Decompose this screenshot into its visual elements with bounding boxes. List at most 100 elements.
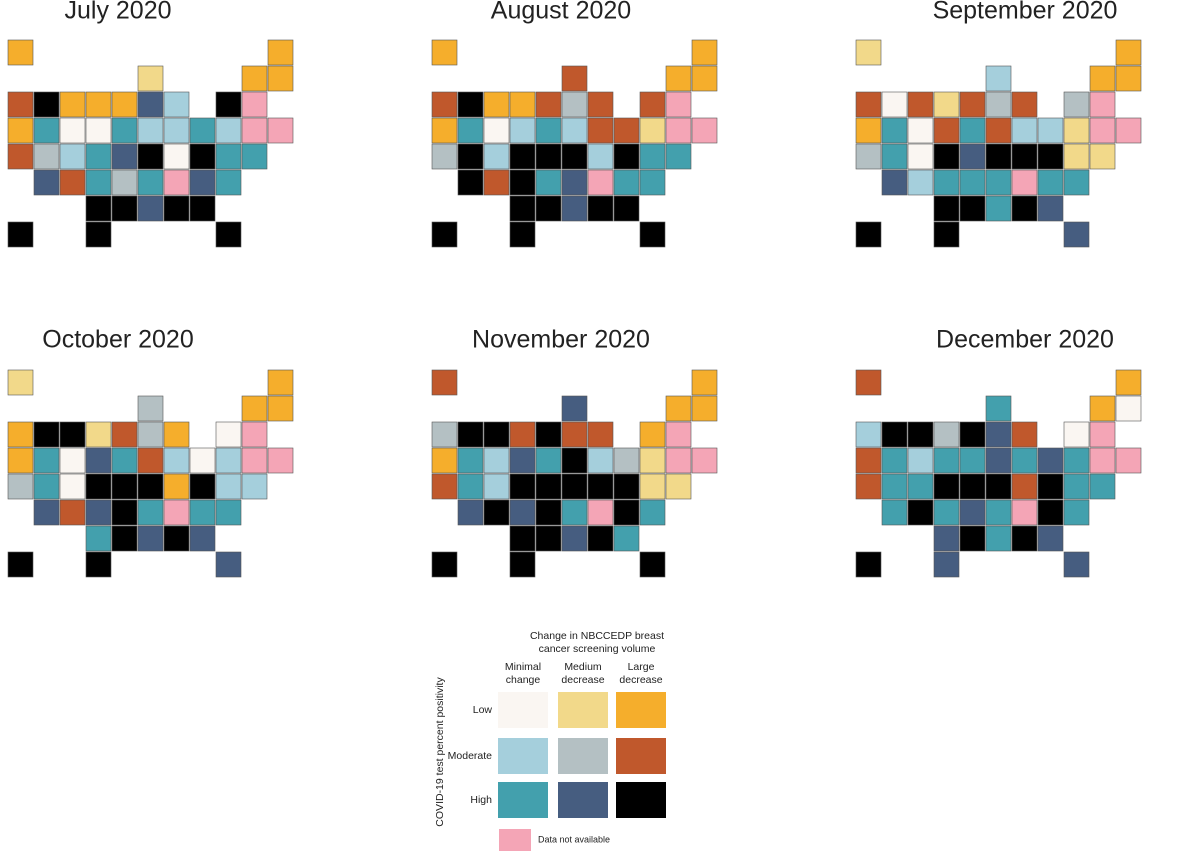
state	[665, 65, 692, 92]
state	[457, 421, 484, 448]
state	[111, 169, 138, 196]
state	[457, 169, 484, 196]
state	[1063, 447, 1090, 474]
state	[1037, 169, 1064, 196]
state	[985, 117, 1012, 144]
state	[1115, 395, 1142, 422]
map-title: August 2020	[491, 0, 631, 25]
state	[985, 143, 1012, 170]
state	[587, 91, 614, 118]
state	[561, 473, 588, 500]
state	[959, 421, 986, 448]
state	[959, 473, 986, 500]
state	[189, 499, 216, 526]
state	[241, 143, 268, 170]
state	[881, 169, 908, 196]
state	[933, 143, 960, 170]
state	[907, 117, 934, 144]
state	[85, 551, 112, 578]
state	[665, 143, 692, 170]
state	[509, 499, 536, 526]
state	[639, 499, 666, 526]
state	[85, 143, 112, 170]
state	[137, 91, 164, 118]
state	[985, 421, 1012, 448]
state	[137, 395, 164, 422]
state	[587, 117, 614, 144]
legend-row: Low	[473, 704, 493, 716]
state	[665, 395, 692, 422]
state	[1037, 195, 1064, 222]
state	[1037, 447, 1064, 474]
state	[639, 117, 666, 144]
state	[483, 499, 510, 526]
legend-column: change	[506, 674, 541, 686]
state	[959, 169, 986, 196]
state	[241, 421, 268, 448]
state	[855, 117, 882, 144]
state	[137, 499, 164, 526]
state	[985, 525, 1012, 552]
state	[111, 91, 138, 118]
state	[215, 169, 242, 196]
state	[509, 169, 536, 196]
state	[267, 447, 294, 474]
state	[535, 91, 562, 118]
state	[7, 91, 34, 118]
state	[639, 551, 666, 578]
state	[639, 91, 666, 118]
state	[665, 421, 692, 448]
state	[933, 525, 960, 552]
state	[111, 195, 138, 222]
state	[457, 447, 484, 474]
state	[1011, 473, 1038, 500]
state	[1037, 143, 1064, 170]
state	[85, 195, 112, 222]
state	[855, 39, 882, 66]
state	[613, 447, 640, 474]
state	[215, 91, 242, 118]
state	[215, 421, 242, 448]
state	[85, 499, 112, 526]
state	[1089, 395, 1116, 422]
state	[933, 421, 960, 448]
state	[1063, 91, 1090, 118]
legend-title: cancer screening volume	[539, 643, 656, 655]
state	[85, 473, 112, 500]
state	[855, 447, 882, 474]
state	[561, 65, 588, 92]
state	[639, 169, 666, 196]
state	[241, 473, 268, 500]
state	[881, 117, 908, 144]
map-title: September 2020	[933, 0, 1118, 25]
state	[59, 117, 86, 144]
state	[33, 499, 60, 526]
state	[959, 447, 986, 474]
state	[561, 395, 588, 422]
state	[111, 525, 138, 552]
state	[189, 447, 216, 474]
state	[509, 117, 536, 144]
state	[907, 91, 934, 118]
state	[1063, 421, 1090, 448]
state	[855, 143, 882, 170]
state	[561, 421, 588, 448]
state	[241, 395, 268, 422]
state	[111, 117, 138, 144]
legend-cell	[616, 738, 666, 774]
state	[7, 421, 34, 448]
state	[855, 369, 882, 396]
state	[509, 473, 536, 500]
state	[59, 447, 86, 474]
legend-row: Moderate	[448, 750, 493, 762]
state	[855, 551, 882, 578]
state	[483, 421, 510, 448]
state	[137, 169, 164, 196]
state	[855, 421, 882, 448]
state	[457, 117, 484, 144]
legend-column: Medium	[564, 661, 602, 673]
legend-na-label: Data not available	[538, 834, 610, 844]
state	[1063, 169, 1090, 196]
state	[33, 473, 60, 500]
